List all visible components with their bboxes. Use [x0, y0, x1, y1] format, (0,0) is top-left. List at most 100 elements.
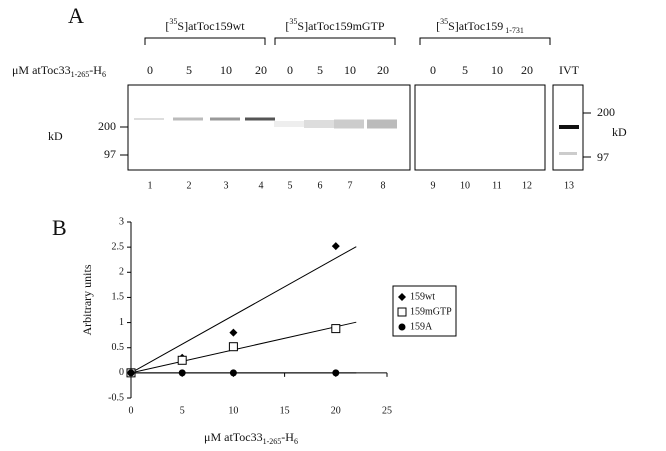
concentration: 0 — [287, 63, 293, 77]
lane-number: 10 — [460, 180, 470, 191]
legend-label: 159wt — [410, 291, 435, 302]
gel-band — [134, 118, 164, 120]
x-tick-label: 10 — [228, 405, 238, 416]
size-marker: 97 — [597, 150, 609, 164]
x-axis-label: μM atToc331-265-H6 — [204, 430, 298, 447]
trend-line — [131, 247, 356, 373]
point — [230, 369, 237, 376]
text-part: μM atToc33 — [204, 430, 263, 444]
concentration: 5 — [317, 63, 323, 77]
panel-label: B — [52, 215, 67, 240]
concentration-label: μM atToc331-265-H6 — [12, 63, 106, 80]
x-tick-label: 20 — [331, 405, 341, 416]
text-part: 35 — [169, 17, 177, 26]
text-part: 1-265 — [263, 437, 282, 446]
x-tick-label: 0 — [129, 405, 134, 416]
lane-number: 7 — [348, 180, 353, 191]
lane-number: 1 — [148, 180, 153, 191]
y-tick-label: 3 — [119, 216, 124, 227]
point — [332, 325, 340, 333]
gel-band — [210, 118, 240, 121]
legend-label: 159A — [410, 321, 433, 332]
point — [229, 329, 237, 337]
concentration: 5 — [186, 63, 192, 77]
point — [332, 369, 339, 376]
gel-panel — [415, 85, 545, 170]
marker-tick — [583, 113, 591, 157]
text-part: -H — [281, 430, 294, 444]
size-marker: 200 — [597, 105, 615, 119]
gel-band — [304, 120, 334, 128]
point — [332, 242, 340, 250]
lane-number: 11 — [492, 180, 502, 191]
point — [229, 343, 237, 351]
x-tick-label: 15 — [280, 405, 290, 416]
concentration: 5 — [462, 63, 468, 77]
point — [179, 369, 186, 376]
bracket — [145, 38, 550, 45]
y-tick-label: -0.5 — [108, 392, 124, 403]
text-part: 35 — [440, 17, 448, 26]
concentration: 20 — [521, 63, 533, 77]
concentration: 0 — [430, 63, 436, 77]
lane-number: 12 — [522, 180, 532, 191]
x-tick-label: 5 — [180, 405, 185, 416]
y-axis-label: Arbitrary units — [80, 264, 94, 335]
point — [399, 324, 406, 331]
text-part: S]atToc159 — [448, 19, 503, 33]
y-tick-label: 1 — [119, 317, 124, 328]
text-part: -H — [89, 63, 102, 77]
concentration: IVT — [559, 63, 580, 77]
lane-number: 3 — [224, 180, 229, 191]
gel-band — [367, 120, 397, 129]
figure: A [35S]atToc159wt [35S]atToc159mGTP [35S]at… — [0, 0, 666, 451]
size-marker: 97 — [104, 147, 116, 161]
panel-label: A — [68, 3, 84, 28]
point — [398, 308, 406, 316]
lane-number: 2 — [187, 180, 192, 191]
y-tick-label: 0 — [119, 367, 124, 378]
text-part: 1-731 — [503, 26, 524, 35]
trend-line — [131, 322, 356, 373]
text-part: 1-265 — [71, 70, 90, 79]
y-tick-label: 0.5 — [112, 342, 125, 353]
legend-label: 159mGTP — [410, 306, 452, 317]
concentration: 20 — [255, 63, 267, 77]
marker-tick — [120, 127, 128, 155]
unit-label: kD — [48, 129, 63, 143]
text-part: 35 — [289, 17, 297, 26]
gel-band — [173, 118, 203, 121]
concentration: 10 — [220, 63, 232, 77]
point — [128, 369, 135, 376]
lane-number: 4 — [259, 180, 264, 191]
gel-band — [559, 125, 579, 129]
size-marker: 200 — [98, 119, 116, 133]
lane-group-title: [35S]atToc159 1-731 — [436, 17, 524, 35]
gel-band — [274, 121, 304, 127]
concentration: 0 — [147, 63, 153, 77]
gel-band — [559, 152, 577, 155]
lane-number: 9 — [431, 180, 436, 191]
x-tick-label: 25 — [382, 405, 392, 416]
gel-band — [245, 118, 275, 121]
y-tick-label: 2 — [119, 267, 124, 278]
gel-band — [334, 120, 364, 129]
text-part: 6 — [102, 70, 106, 79]
y-tick-label: 1.5 — [112, 292, 125, 303]
lane-number: 13 — [564, 180, 574, 191]
lane-number: 6 — [318, 180, 323, 191]
text-part: 6 — [294, 437, 298, 446]
concentration: 10 — [344, 63, 356, 77]
lane-group-title: [35S]atToc159mGTP — [285, 17, 384, 32]
unit-label: kD — [612, 125, 627, 139]
concentration: 20 — [377, 63, 389, 77]
text-part: S]atToc159wt — [177, 19, 245, 33]
y-tick-label: 2.5 — [112, 241, 125, 252]
text-part: μM atToc33 — [12, 63, 71, 77]
point — [178, 356, 186, 364]
text-part: S]atToc159mGTP — [297, 19, 384, 33]
lane-number: 5 — [288, 180, 293, 191]
lane-group-title: [35S]atToc159wt — [165, 17, 245, 32]
lane-number: 8 — [381, 180, 386, 191]
concentration: 10 — [491, 63, 503, 77]
